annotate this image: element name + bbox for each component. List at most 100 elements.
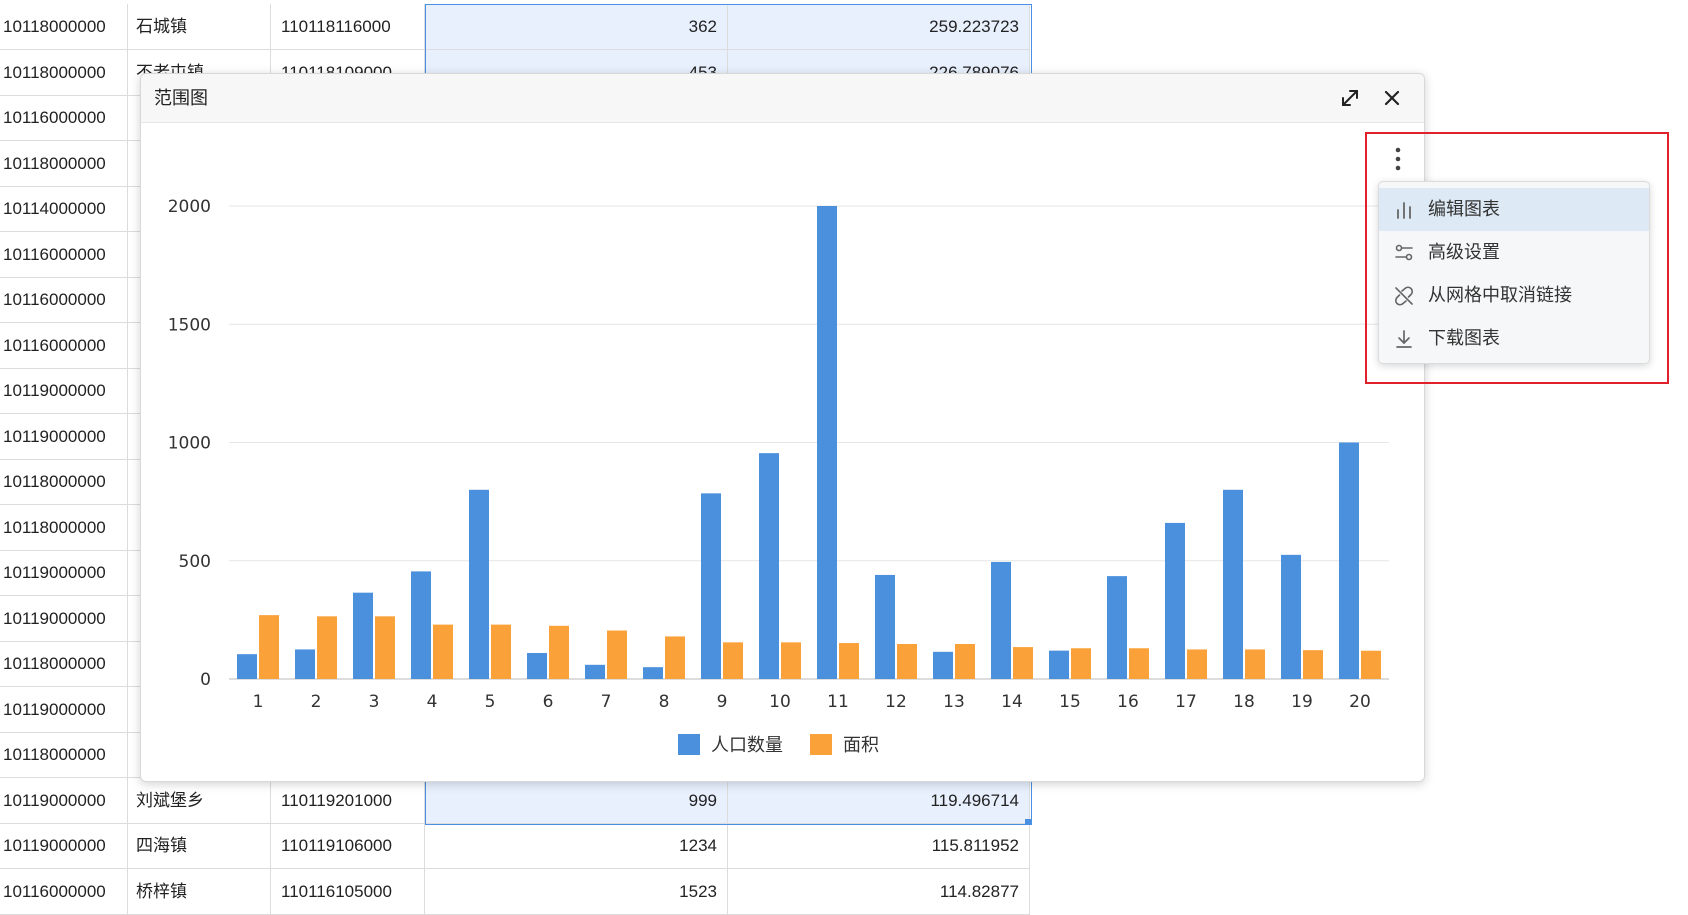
x-tick-label: 5 <box>485 692 496 712</box>
bar-population <box>527 652 547 679</box>
table-cell[interactable]: 10118000000 <box>0 732 128 777</box>
bar-area <box>781 642 801 679</box>
unlink-icon <box>1394 286 1414 306</box>
menu-item-label: 高级设置 <box>1428 242 1500 262</box>
x-tick-label: 2 <box>311 692 322 712</box>
bar-population <box>817 206 837 679</box>
y-tick-label: 500 <box>179 552 211 572</box>
menu-item-unlink-from-grid[interactable]: 从网格中取消链接 <box>1379 274 1649 317</box>
x-tick-label: 9 <box>717 692 728 712</box>
table-cell[interactable]: 10118000000 <box>0 504 128 550</box>
close-icon[interactable] <box>1378 84 1406 112</box>
menu-item-download-chart[interactable]: 下载图表 <box>1379 317 1649 360</box>
bar-population <box>469 489 489 679</box>
table-cell[interactable]: 1234 <box>425 823 728 868</box>
table-cell[interactable]: 10118000000 <box>0 641 128 686</box>
bar-population <box>411 571 431 679</box>
table-cell[interactable]: 10118000000 <box>0 49 128 95</box>
table-cell[interactable]: 10119000000 <box>0 550 128 595</box>
menu-item-label: 从网格中取消链接 <box>1428 285 1572 305</box>
y-tick-label: 1000 <box>168 434 211 454</box>
bar-area <box>1303 650 1323 679</box>
bar-area <box>665 636 685 679</box>
bar-area <box>1071 648 1091 679</box>
bar-area <box>1013 647 1033 679</box>
bar-area <box>491 624 511 679</box>
table-cell[interactable]: 10119000000 <box>0 686 128 732</box>
chart-context-menu: 编辑图表 高级设置 从网格中取消链接 <box>1378 181 1650 364</box>
bar-population <box>237 654 257 679</box>
table-cell[interactable]: 石城镇 <box>128 4 271 49</box>
table-cell[interactable]: 110119201000 <box>271 777 425 823</box>
y-tick-label: 0 <box>200 670 211 690</box>
bar-area <box>723 642 743 679</box>
table-cell[interactable]: 10119000000 <box>0 595 128 641</box>
x-tick-label: 14 <box>1001 692 1023 712</box>
table-cell[interactable]: 10118000000 <box>0 4 128 49</box>
table-cell[interactable]: 999 <box>425 777 728 823</box>
sliders-icon <box>1395 244 1413 261</box>
table-cell[interactable]: 259.223723 <box>728 4 1030 49</box>
x-tick-label: 6 <box>543 692 554 712</box>
x-tick-label: 12 <box>885 692 907 712</box>
bar-population <box>875 574 895 679</box>
menu-item-advanced-settings[interactable]: 高级设置 <box>1379 231 1649 274</box>
bar-population <box>701 493 721 679</box>
bar-population <box>991 561 1011 679</box>
table-cell[interactable]: 1523 <box>425 868 728 914</box>
table-cell[interactable]: 10114000000 <box>0 186 128 231</box>
legend-swatch <box>678 734 700 755</box>
bar-area <box>317 616 337 679</box>
more-vertical-icon[interactable] <box>1386 143 1410 175</box>
fill-handle[interactable] <box>1025 819 1031 825</box>
x-tick-label: 19 <box>1291 692 1313 712</box>
table-cell[interactable]: 10116000000 <box>0 95 128 140</box>
table-cell[interactable]: 115.811952 <box>728 823 1030 868</box>
bar-area <box>433 624 453 679</box>
table-cell[interactable]: 110118116000 <box>271 4 425 49</box>
table-cell[interactable]: 362 <box>425 4 728 49</box>
table-cell[interactable]: 四海镇 <box>128 823 271 868</box>
bar-area <box>375 616 395 679</box>
bar-population <box>1107 576 1127 679</box>
bar-population <box>295 649 315 679</box>
bar-area <box>1245 649 1265 679</box>
dialog-header: 范围图 <box>141 74 1424 123</box>
table-row: 10119000000 四海镇 110119106000 1234 115.811952 <box>0 823 1030 869</box>
table-cell[interactable]: 10119000000 <box>0 823 128 868</box>
bar-population <box>759 453 779 679</box>
expand-icon[interactable] <box>1336 84 1364 112</box>
table-cell[interactable]: 桥梓镇 <box>128 868 271 914</box>
x-tick-label: 18 <box>1233 692 1255 712</box>
bar-population <box>1223 489 1243 679</box>
table-cell[interactable]: 10116000000 <box>0 868 128 914</box>
menu-item-edit-chart[interactable]: 编辑图表 <box>1379 188 1649 231</box>
bar-area <box>549 625 569 679</box>
bar-population <box>1339 442 1359 679</box>
menu-item-label: 下载图表 <box>1428 328 1500 348</box>
bar-area <box>839 643 859 679</box>
table-cell[interactable]: 10119000000 <box>0 368 128 413</box>
table-cell[interactable]: 10118000000 <box>0 140 128 186</box>
table-cell[interactable]: 10119000000 <box>0 777 128 823</box>
bar-area <box>955 643 975 679</box>
table-cell[interactable]: 10118000000 <box>0 459 128 504</box>
table-cell[interactable]: 刘斌堡乡 <box>128 777 271 823</box>
table-cell[interactable]: 110119106000 <box>271 823 425 868</box>
legend-label: 面积 <box>843 735 879 755</box>
bar-area <box>607 630 627 679</box>
table-cell[interactable]: 110116105000 <box>271 868 425 914</box>
table-cell[interactable]: 119.496714 <box>728 777 1030 823</box>
x-tick-label: 11 <box>827 692 849 712</box>
bar-population <box>933 651 953 679</box>
table-cell[interactable]: 10116000000 <box>0 231 128 277</box>
bar-area <box>1187 649 1207 679</box>
bar-area <box>1361 650 1381 679</box>
bar-area <box>897 643 917 679</box>
table-cell[interactable]: 10119000000 <box>0 413 128 459</box>
table-cell[interactable]: 114.82877 <box>728 868 1030 914</box>
table-cell[interactable]: 10116000000 <box>0 277 128 322</box>
table-cell[interactable]: 10116000000 <box>0 322 128 368</box>
y-tick-label: 1500 <box>168 315 211 335</box>
